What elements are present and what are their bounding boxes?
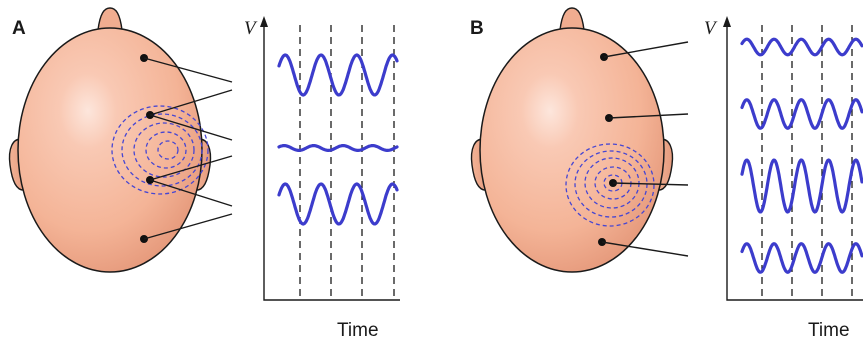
head-a — [8, 7, 233, 273]
trace-a-1 — [277, 53, 399, 97]
leads-b — [601, 41, 689, 257]
head-b — [470, 7, 689, 273]
plot-a-y-arrow — [260, 16, 268, 27]
leads-a — [143, 57, 233, 240]
head-b-nose — [559, 7, 585, 31]
panel-a: A — [8, 7, 400, 340]
trace-b-2 — [740, 98, 863, 130]
plot-b-axes — [726, 26, 863, 301]
plot-b-y-arrow — [723, 16, 731, 27]
head-a-skull — [17, 27, 203, 273]
trace-a-3 — [277, 182, 399, 226]
plot-a-time-label: Time — [337, 320, 379, 340]
trace-b-4 — [740, 242, 863, 274]
plot-b-v-label: V — [704, 18, 718, 39]
trace-a-2 — [277, 144, 399, 152]
head-b-skull — [479, 27, 665, 273]
plot-b-time-label: Time — [808, 320, 850, 340]
panel-b: B — [470, 7, 863, 340]
panel-b-letter: B — [470, 18, 484, 39]
trace-b-1 — [740, 37, 863, 57]
plot-b: V Time — [704, 16, 863, 340]
plot-a-v-label: V — [244, 18, 258, 39]
plot-a: V Time — [244, 16, 400, 340]
trace-b-3 — [740, 158, 863, 214]
dipole-field-a — [111, 105, 209, 195]
head-a-nose — [97, 7, 123, 31]
plot-a-axes — [263, 26, 400, 301]
panel-a-letter: A — [12, 18, 26, 39]
